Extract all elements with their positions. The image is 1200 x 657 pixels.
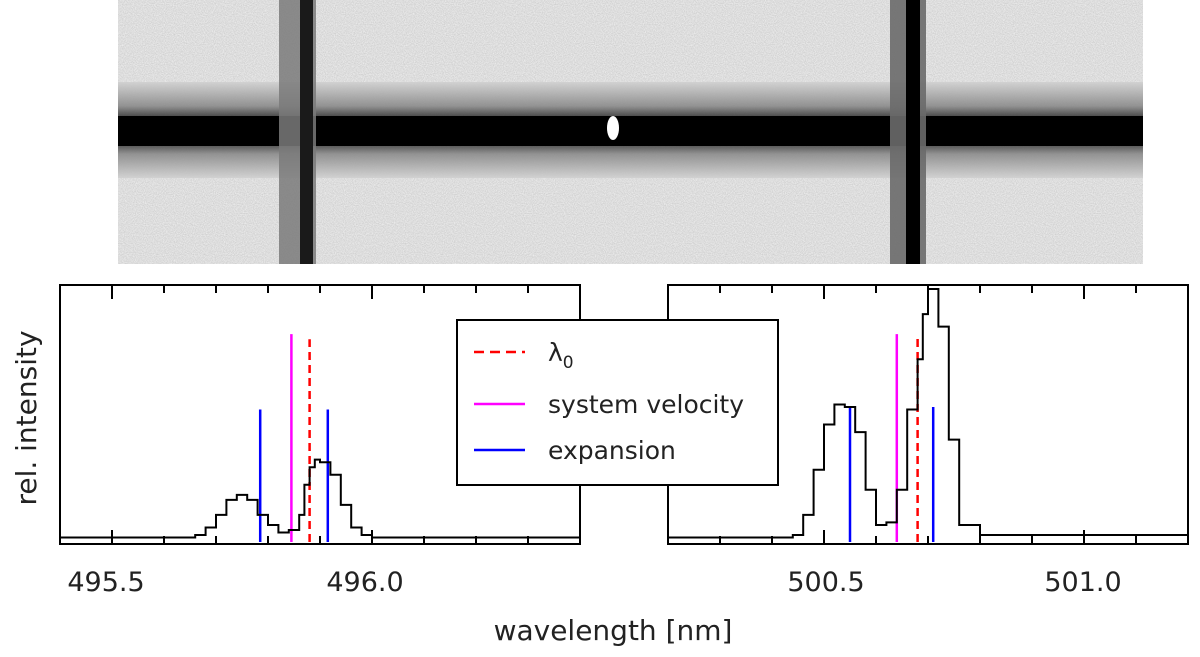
x-axis-label: wavelength [nm] <box>494 614 733 647</box>
y-axis-label: rel. intensity <box>10 330 43 505</box>
continuum-band <box>118 116 1143 146</box>
xtick-label-500-5: 500.5 <box>787 567 864 598</box>
right-markers <box>848 334 935 542</box>
xtick-label-501-0: 501.0 <box>1044 567 1121 598</box>
legend-label-lambda0: λ0 <box>548 338 574 373</box>
right-ticks <box>667 285 1189 544</box>
left-plot-panel: 495.5 496.0 <box>59 284 581 598</box>
left-spectral-profile <box>60 458 580 539</box>
xtick-label-496-0: 496.0 <box>326 567 403 598</box>
xtick-label-495-5: 495.5 <box>67 567 144 598</box>
defect-spot <box>607 116 619 140</box>
spectrum-image <box>118 0 1143 264</box>
left-markers <box>258 334 330 542</box>
legend-label-system-velocity: system velocity <box>548 390 744 419</box>
emission-line-left <box>300 0 313 264</box>
right-spectral-profile <box>668 288 1189 539</box>
legend: λ0 system velocity expansion <box>456 319 779 486</box>
legend-box <box>456 319 779 486</box>
emission-line-right <box>906 0 920 264</box>
legend-label-expansion: expansion <box>548 436 676 465</box>
